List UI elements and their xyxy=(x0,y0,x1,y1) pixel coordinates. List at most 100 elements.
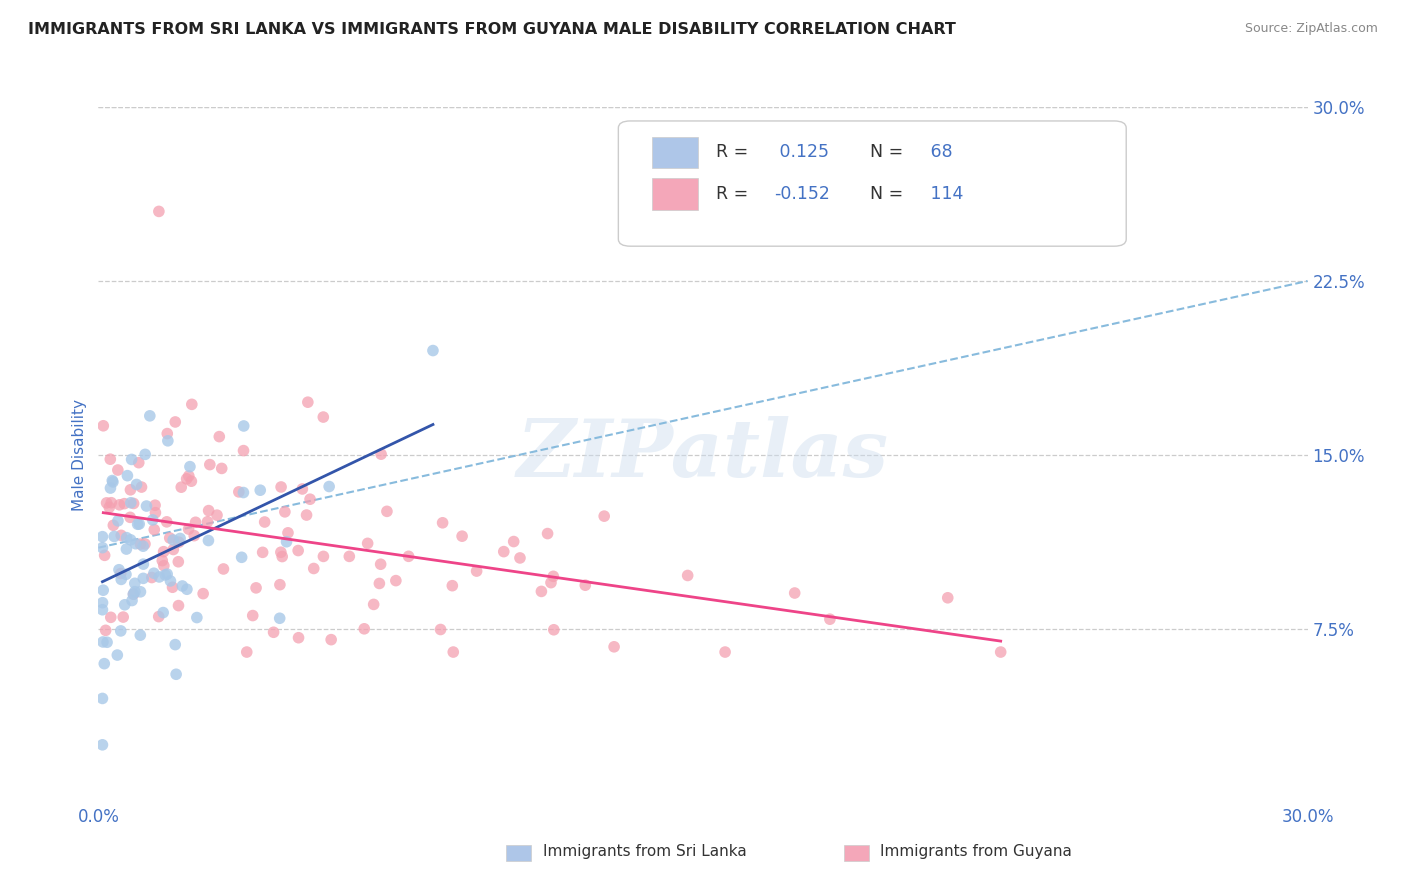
Point xyxy=(115,542,138,557)
Point xyxy=(103,529,125,543)
Point xyxy=(150,553,173,567)
Point xyxy=(179,459,201,474)
Point xyxy=(155,568,177,582)
Point xyxy=(91,691,114,706)
Point xyxy=(299,492,322,507)
Point xyxy=(159,531,181,545)
Point xyxy=(422,343,444,358)
Point xyxy=(120,496,142,510)
Point xyxy=(441,579,464,593)
Text: 114: 114 xyxy=(925,185,965,203)
Text: 68: 68 xyxy=(925,144,953,161)
Point xyxy=(543,623,565,637)
Point xyxy=(108,498,131,512)
Point xyxy=(167,599,190,613)
Point xyxy=(167,535,190,549)
Point xyxy=(110,566,132,581)
Point xyxy=(91,738,114,752)
Point xyxy=(93,549,115,563)
Point xyxy=(990,645,1012,659)
Point xyxy=(186,610,208,624)
Point xyxy=(91,583,114,598)
Point xyxy=(110,624,132,638)
Point xyxy=(172,579,194,593)
Point xyxy=(101,474,124,488)
FancyBboxPatch shape xyxy=(619,121,1126,246)
Point xyxy=(492,544,515,558)
Point xyxy=(270,545,292,559)
Point xyxy=(370,558,392,572)
Point xyxy=(356,536,378,550)
Point xyxy=(276,534,298,549)
Point xyxy=(145,506,167,520)
Point xyxy=(156,434,179,448)
Point xyxy=(197,503,219,517)
Point xyxy=(143,523,166,537)
Point xyxy=(232,485,254,500)
Point xyxy=(263,625,285,640)
Point xyxy=(159,574,181,588)
Point xyxy=(105,648,128,662)
Point xyxy=(91,418,114,433)
Point xyxy=(536,526,558,541)
Point xyxy=(363,598,385,612)
Point xyxy=(156,567,179,582)
Point xyxy=(135,499,157,513)
Point xyxy=(132,557,155,571)
Point xyxy=(509,550,531,565)
Point xyxy=(312,549,335,564)
Point xyxy=(318,479,340,493)
Point xyxy=(297,395,319,409)
Point xyxy=(205,508,228,523)
Point xyxy=(120,510,142,524)
Point xyxy=(165,415,187,429)
Point xyxy=(156,426,179,441)
Point xyxy=(162,533,184,547)
Point xyxy=(91,596,114,610)
Point xyxy=(451,529,474,543)
Point xyxy=(291,482,314,496)
Point xyxy=(295,508,318,522)
Point xyxy=(197,533,219,548)
Point xyxy=(128,456,150,470)
Point xyxy=(385,574,408,588)
Point xyxy=(249,483,271,498)
Point xyxy=(114,598,136,612)
Point xyxy=(441,645,464,659)
Text: -0.152: -0.152 xyxy=(775,185,830,203)
Point xyxy=(242,608,264,623)
Point xyxy=(593,509,616,524)
Text: IMMIGRANTS FROM SRI LANKA VS IMMIGRANTS FROM GUYANA MALE DISABILITY CORRELATION : IMMIGRANTS FROM SRI LANKA VS IMMIGRANTS … xyxy=(28,22,956,37)
Point xyxy=(269,611,291,625)
Point xyxy=(368,576,391,591)
Point xyxy=(139,409,162,423)
Point xyxy=(162,542,184,557)
Point xyxy=(98,500,121,515)
Point xyxy=(212,562,235,576)
Point xyxy=(337,549,360,564)
Point xyxy=(253,515,276,529)
Point xyxy=(432,516,454,530)
Point xyxy=(91,603,114,617)
Point xyxy=(91,530,114,544)
Text: ZIPatlas: ZIPatlas xyxy=(517,417,889,493)
Point xyxy=(124,537,146,551)
Point xyxy=(124,576,146,591)
Text: Immigrants from Guyana: Immigrants from Guyana xyxy=(880,845,1071,859)
Point xyxy=(228,484,250,499)
Point xyxy=(142,566,165,581)
Point xyxy=(103,518,125,533)
Point xyxy=(115,531,138,545)
Point xyxy=(141,570,163,584)
Point xyxy=(375,504,398,518)
Point xyxy=(121,452,143,467)
Point xyxy=(274,505,297,519)
Point xyxy=(152,544,174,558)
Point xyxy=(502,534,524,549)
Point xyxy=(302,561,325,575)
Point xyxy=(353,622,375,636)
Point xyxy=(277,525,299,540)
Point xyxy=(96,496,118,510)
Point xyxy=(131,480,153,494)
Point xyxy=(125,477,148,491)
